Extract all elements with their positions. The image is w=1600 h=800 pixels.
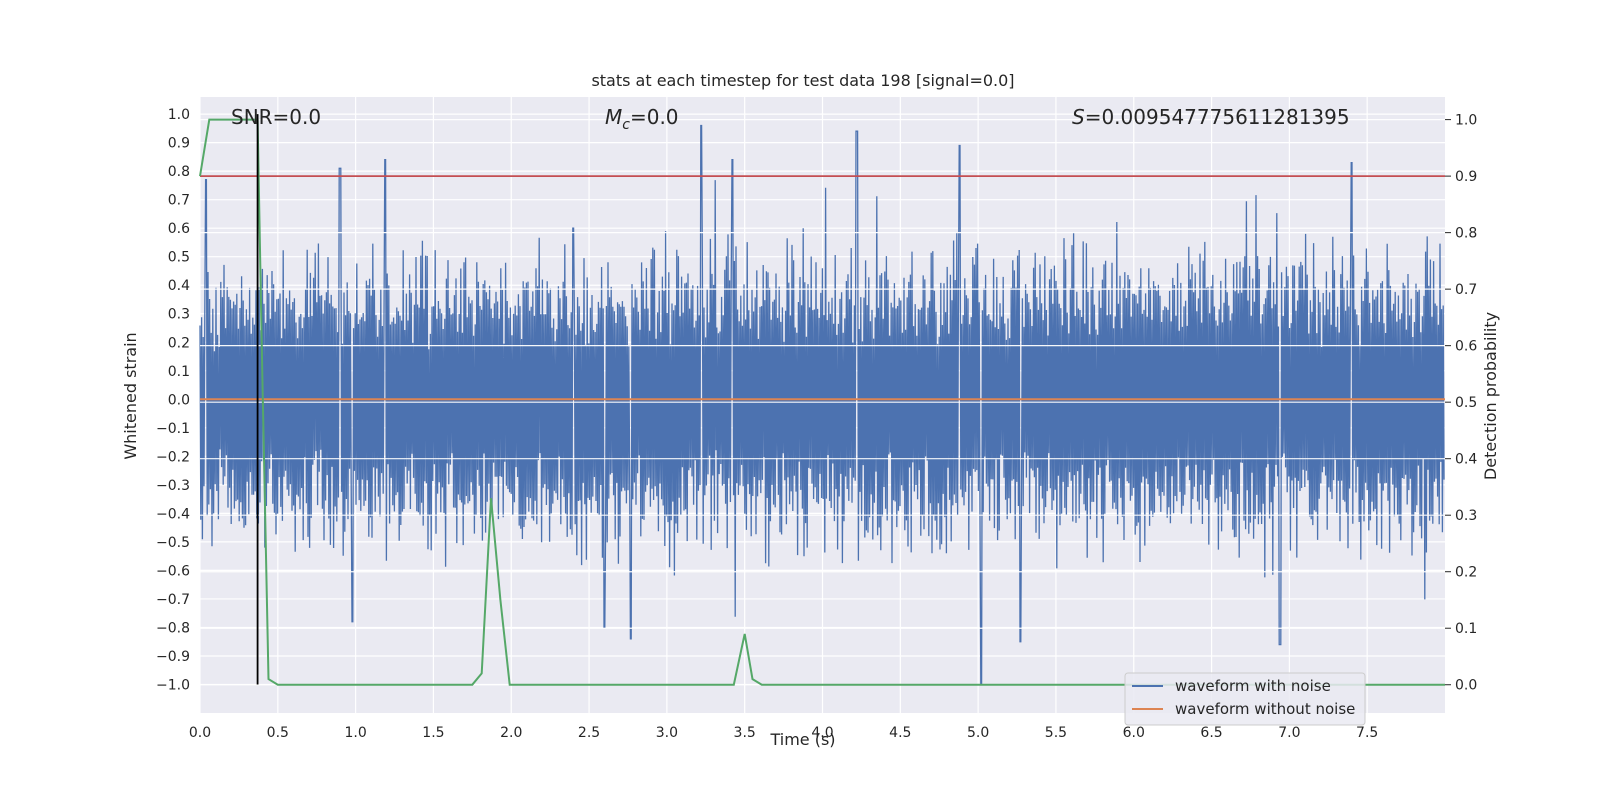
x-axis-label: Time (s) [769,730,835,749]
y2-tick-label: 0.9 [1455,169,1477,185]
y-tick-label: −0.2 [156,449,190,465]
x-tick-label: 4.0 [811,725,833,741]
y-tick-label: −1.0 [156,677,190,693]
overlay [199,114,1445,686]
legend-label-clean: waveform without noise [1175,700,1355,718]
y2-tick-label: 0.6 [1455,339,1477,355]
mc-symbol: M [605,105,622,129]
y-tick-label: 1.0 [168,107,190,123]
y-tick-label: −0.7 [156,592,190,608]
y2-tick-label: 1.0 [1455,113,1477,129]
y2-tick-labels: 1.0 0.9 0.8 0.7 0.6 0.5 0.4 0.3 0.2 0.1 0.0 [1445,113,1477,694]
x-tick-labels: 0.0 0.5 1.0 1.5 2.0 2.5 3.0 3.5 4.0 4.5 5.0 5.5 6.0 6… [189,725,1378,741]
x-tick-label: 0.0 [189,725,211,741]
y-tick-label: 0.1 [168,364,190,380]
y2-tick-label: 0.8 [1455,226,1477,242]
x-tick-label: 5.0 [967,725,989,741]
y-tick-label: 0.7 [168,193,190,209]
detection-probability-line [199,118,1445,686]
legend: waveform with noise waveform without noi… [1124,672,1366,726]
y-tick-label: −0.6 [156,563,190,579]
x-tick-label: 7.5 [1356,725,1378,741]
s-statistic-annotation: S=0.009547775611281395 [1072,105,1350,129]
x-tick-label: 3.5 [734,725,756,741]
mc-subscript: c [622,117,630,133]
x-tick-label: 6.5 [1200,725,1222,741]
y2-tick-label: 0.2 [1455,565,1477,581]
noise-waveform [199,124,1445,686]
y-tick-label: 0.3 [168,307,190,323]
y2-tick-label: 0.4 [1455,452,1477,468]
y2-axis-label: Detection probability [1481,312,1500,480]
y-tick-label: −0.5 [156,535,190,551]
x-tick-label: 1.5 [422,725,444,741]
y-tick-label: 0.4 [168,278,190,294]
y-tick-labels: 1.0 0.9 0.8 0.7 0.6 0.5 0.4 0.3 0.2 0.1 0.0 −0.1 −0.… [156,107,190,693]
y-tick-label: 0.8 [168,164,190,180]
y-tick-label: −0.9 [156,649,190,665]
x-tick-label: 5.5 [1045,725,1067,741]
chart-title: stats at each timestep for test data 198… [591,71,1014,90]
legend-box [1124,672,1366,726]
y-tick-label: −0.4 [156,506,190,522]
chirp-mass-annotation: Mc=0.0 [605,105,679,133]
x-tick-label: 7.0 [1278,725,1300,741]
x-tick-label: 0.5 [267,725,289,741]
snr-annotation: SNR=0.0 [231,105,321,129]
x-tick-label: 6.0 [1123,725,1145,741]
x-tick-label: 2.5 [578,725,600,741]
y-tick-label: 0.9 [168,136,190,152]
x-tick-label: 3.0 [656,725,678,741]
y2-tick-label: 0.5 [1455,395,1477,411]
y-tick-label: 0.0 [168,392,190,408]
y2-tick-label: 0.0 [1455,678,1477,694]
y-tick-label: −0.3 [156,478,190,494]
y2-tick-label: 0.1 [1455,621,1477,637]
mc-value: =0.0 [630,105,679,129]
y-axis-label: Whitened strain [121,332,140,459]
y-tick-label: 0.5 [168,250,190,266]
y-tick-label: 0.6 [168,221,190,237]
y-tick-label: 0.2 [168,335,190,351]
y2-tick-label: 0.3 [1455,508,1477,524]
legend-label-noise: waveform with noise [1175,677,1331,695]
x-tick-label: 1.0 [344,725,366,741]
x-tick-label: 4.5 [889,725,911,741]
y-tick-label: −0.8 [156,620,190,636]
x-tick-label: 2.0 [500,725,522,741]
noise-waveform-line [199,124,1445,686]
s-symbol: S [1072,105,1085,129]
y-tick-label: −0.1 [156,421,190,437]
s-value: =0.009547775611281395 [1085,105,1350,129]
y2-tick-label: 0.7 [1455,282,1477,298]
